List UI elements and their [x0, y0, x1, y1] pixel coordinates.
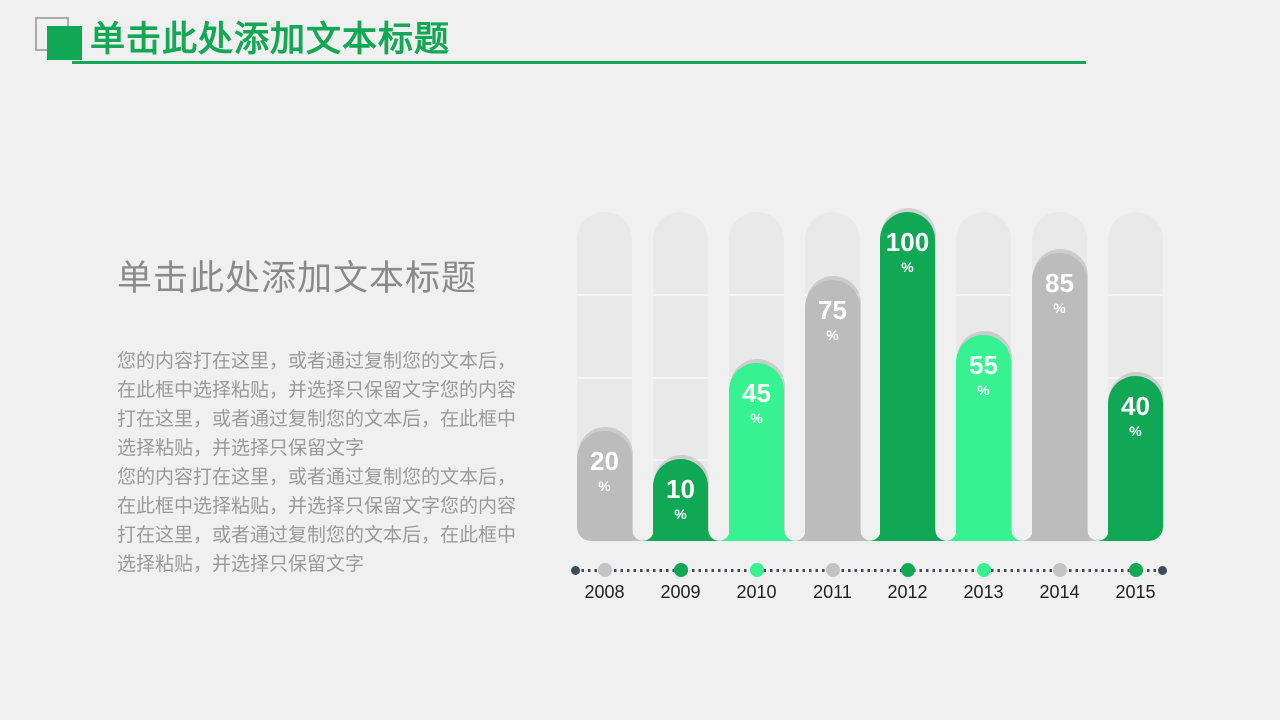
- timeline-year-label: 2008: [584, 582, 625, 602]
- bar-base-fillet: [859, 530, 871, 541]
- timeline-year-label: 2010: [736, 582, 777, 602]
- bar-base-fillet: [1086, 530, 1098, 541]
- bar-base-fillet: [718, 530, 730, 541]
- chart-gridline: [653, 294, 708, 297]
- body-paragraph: 您的内容打在这里，或者通过复制您的文本后，在此框中选择粘贴，并选择只保留文字您的…: [117, 467, 517, 575]
- bar-percent-label: %: [750, 409, 763, 426]
- chart-bar: 10%: [642, 459, 719, 541]
- timeline-dot: [900, 563, 915, 577]
- chart-gridline: [577, 376, 632, 379]
- chart-bar: 75%: [794, 280, 871, 541]
- timeline-dot: [597, 563, 612, 577]
- bar-value-label: 10: [666, 474, 695, 504]
- bar-value-label: 40: [1121, 391, 1150, 421]
- chart-column: 40%: [1097, 212, 1163, 541]
- chart-column: 85%: [1021, 212, 1098, 541]
- chart-gridline: [1108, 294, 1163, 297]
- timeline-dot: [673, 563, 688, 577]
- bar-percent-label: %: [826, 326, 839, 343]
- bar-value-label: 45: [742, 378, 771, 408]
- bar-base-fillet: [631, 530, 643, 541]
- bar-percent-label: %: [598, 477, 611, 494]
- timeline-end-dot-right: [1158, 566, 1167, 575]
- timeline-dotted-line: [575, 569, 1166, 572]
- bar-percent-label: %: [901, 258, 914, 275]
- timeline-year-label: 2014: [1039, 582, 1080, 602]
- chart-column: 20%: [577, 212, 643, 541]
- chart-column: 100%: [869, 212, 946, 541]
- chart-bar: 100%: [869, 212, 946, 541]
- bar-value-label: 85: [1045, 268, 1074, 298]
- bar-percent-label: %: [1129, 422, 1142, 439]
- bar-base-fillet: [707, 530, 719, 541]
- bar-chart[interactable]: 20% 10% 45% 75% 100% 55% 85% 40%: [577, 212, 1164, 541]
- page-title[interactable]: 单击此处添加文本标题: [90, 20, 451, 59]
- chart-column: 75%: [794, 212, 871, 541]
- timeline-year-label: 2015: [1115, 582, 1156, 602]
- body-heading[interactable]: 单击此处添加文本标题: [117, 259, 478, 298]
- bar-value-label: 100: [885, 227, 930, 257]
- title-underline: [72, 61, 1086, 64]
- timeline-dot: [825, 563, 840, 577]
- chart-gridline: [729, 294, 784, 297]
- bar-value-label: 20: [590, 446, 619, 476]
- chart-bar: 85%: [1021, 253, 1098, 541]
- body-paragraph: 您的内容打在这里，或者通过复制您的文本后，在此框中选择粘贴，并选择只保留文字您的…: [117, 351, 517, 459]
- timeline-year-label: 2013: [963, 582, 1004, 602]
- body-text-placeholder[interactable]: 您的内容打在这里，或者通过复制您的文本后，在此框中选择粘贴，并选择只保留文字您的…: [117, 347, 517, 579]
- chart-gridline: [653, 376, 708, 379]
- timeline-year-label: 2009: [660, 582, 701, 602]
- timeline-year-label: 2012: [887, 582, 928, 602]
- bar-base-fillet: [1097, 530, 1109, 541]
- bar-base-fillet: [869, 530, 881, 541]
- timeline-end-dot-left: [571, 566, 580, 575]
- bar-percent-label: %: [674, 505, 687, 522]
- timeline-year-label: 2011: [813, 582, 852, 602]
- bar-base-fillet: [642, 530, 654, 541]
- timeline-dot: [1052, 563, 1067, 577]
- chart-bar: 20%: [577, 431, 643, 541]
- timeline-dot: [976, 563, 991, 577]
- bar-value-label: 55: [969, 350, 998, 380]
- timeline-dot: [1128, 563, 1143, 577]
- chart-bar: 40%: [1097, 376, 1163, 541]
- bar-base-fillet: [945, 530, 957, 541]
- chart-gridline: [956, 294, 1011, 297]
- bar-percent-label: %: [1053, 299, 1066, 316]
- timeline-dot: [749, 563, 764, 577]
- chart-bar: 55%: [945, 335, 1022, 541]
- bar-base-fillet: [783, 530, 795, 541]
- bar-base-fillet: [934, 530, 946, 541]
- bar-base-fillet: [794, 530, 806, 541]
- title-decor-green-square-icon: [47, 26, 82, 60]
- chart-column: 10%: [642, 212, 719, 541]
- bar-base-fillet: [1010, 530, 1022, 541]
- chart-column: 55%: [945, 212, 1022, 541]
- timeline-axis: 2008 2009 2010 2011 2012 2013 2014 2015: [571, 558, 1167, 610]
- bar-value-label: 75: [818, 295, 847, 325]
- bar-percent-label: %: [977, 381, 990, 398]
- bar-base-fillet: [1021, 530, 1033, 541]
- chart-bar: 45%: [718, 363, 795, 541]
- chart-gridline: [577, 294, 632, 297]
- chart-column: 45%: [718, 212, 795, 541]
